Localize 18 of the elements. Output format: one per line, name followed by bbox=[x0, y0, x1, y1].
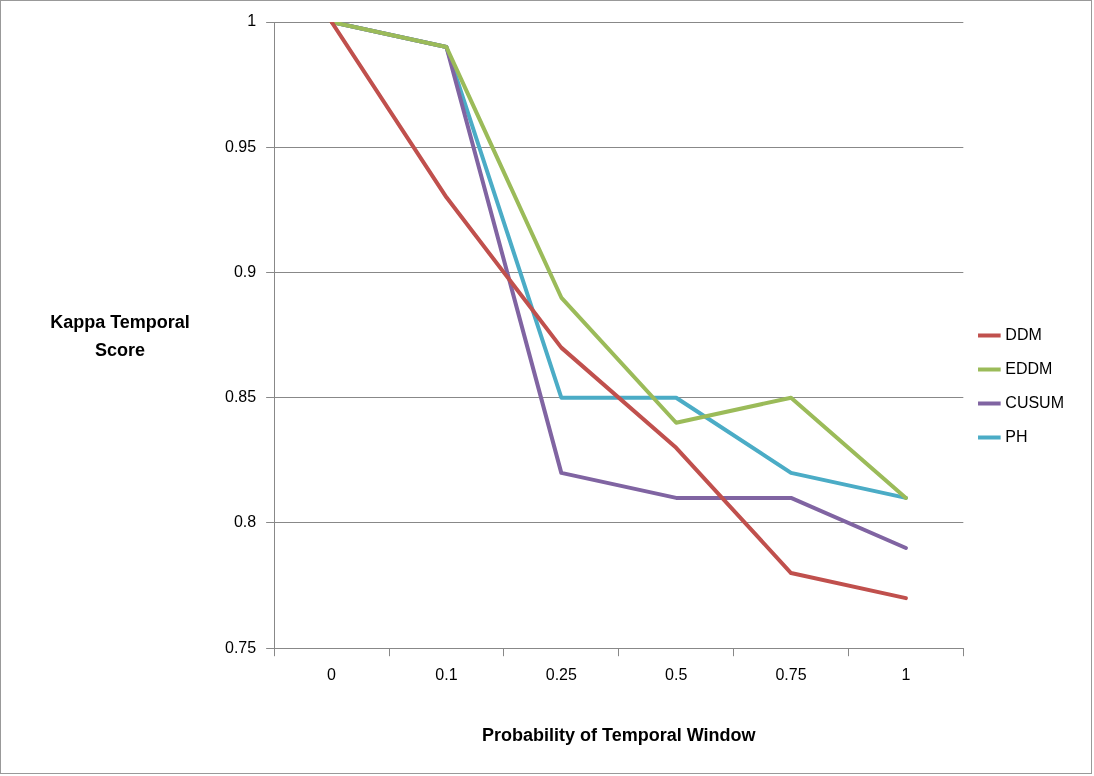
y-tick-label: 0.8 bbox=[233, 513, 257, 531]
legend-label: CUSUM bbox=[1005, 393, 1065, 411]
legend-label: PH bbox=[1005, 427, 1028, 445]
x-axis-title: Probability of Temporal Window bbox=[481, 725, 757, 746]
legend-label: EDDM bbox=[1005, 359, 1053, 377]
x-tick-label: 0.5 bbox=[665, 666, 688, 684]
y-tick-label: 0.85 bbox=[225, 388, 257, 406]
y-tick-label: 1 bbox=[247, 12, 257, 30]
y-tick-label: 0.75 bbox=[225, 638, 257, 656]
x-tick-label: 0.1 bbox=[435, 666, 458, 684]
legend-label: DDM bbox=[1005, 325, 1042, 343]
x-tick-label: 0 bbox=[327, 666, 337, 684]
x-tick-label: 1 bbox=[901, 666, 911, 684]
y-axis-title: Kappa Temporal Score bbox=[49, 311, 191, 362]
y-tick-label: 0.95 bbox=[225, 137, 257, 155]
x-tick-label: 0.75 bbox=[775, 666, 807, 684]
x-tick-label: 0.25 bbox=[545, 666, 577, 684]
y-tick-label: 0.9 bbox=[233, 262, 257, 280]
